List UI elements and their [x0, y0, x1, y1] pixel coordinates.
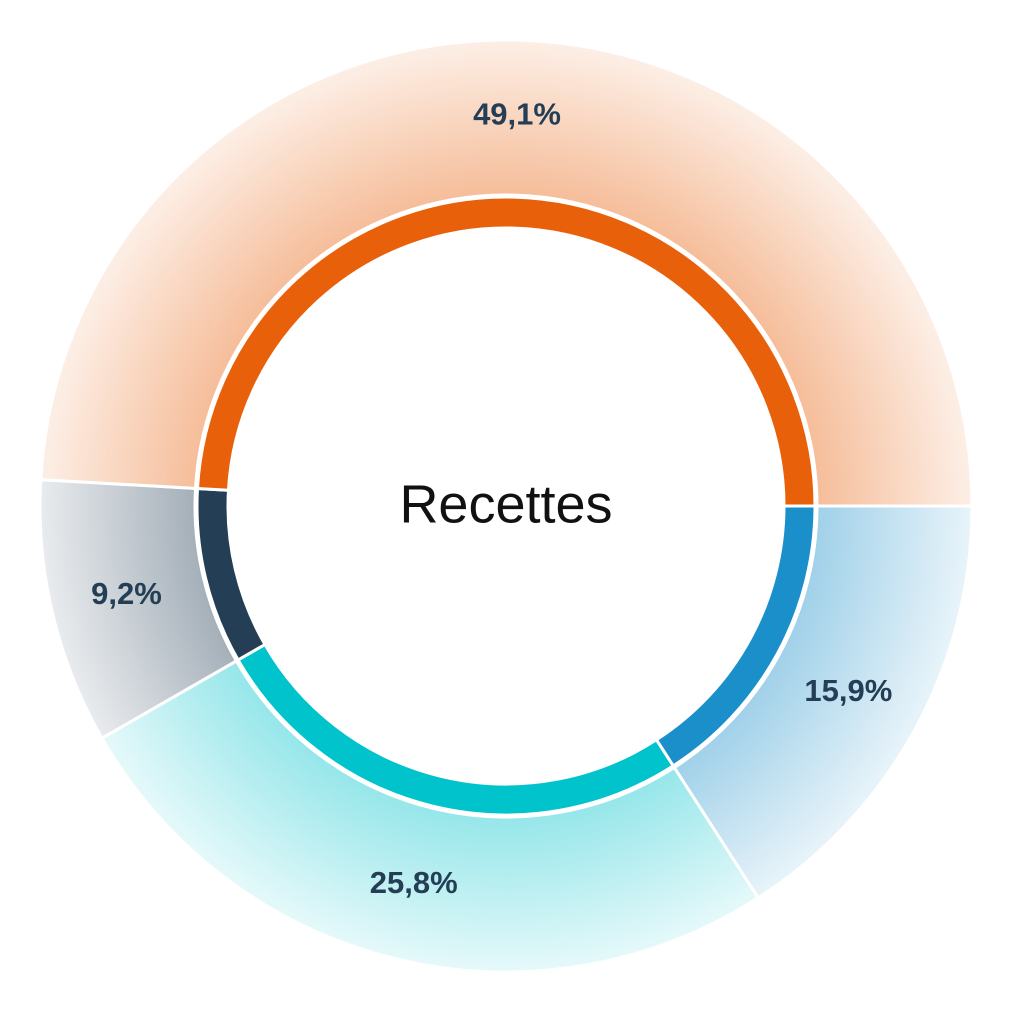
value-label: 49,1% [473, 96, 561, 131]
value-label: 15,9% [804, 673, 892, 708]
outer-slice [39, 38, 974, 508]
value-label: 9,2% [91, 576, 162, 611]
labels: 15,9% 25,8% 9,2% 49,1% [91, 96, 892, 900]
value-label: 25,8% [370, 865, 458, 900]
slices [38, 38, 974, 974]
outer-slice [99, 658, 761, 974]
inner-slice [195, 195, 817, 508]
chart-title: Recettes [399, 474, 612, 534]
